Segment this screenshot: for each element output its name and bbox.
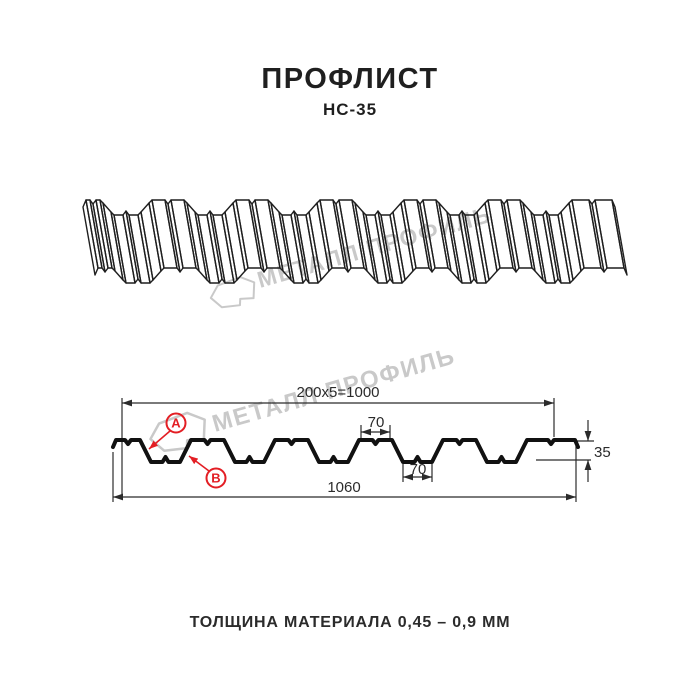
callouts: A B <box>148 412 227 489</box>
dim-label-height: 35 <box>594 444 611 461</box>
cross-section: 200x5=1000 70 70 35 1060 <box>111 384 611 502</box>
dim-label-rib-bottom: 70 <box>410 461 427 478</box>
sheet-face-outline <box>611 199 628 276</box>
profile-3d-view-lines <box>82 199 628 284</box>
callout-b-arrow <box>188 455 210 472</box>
callout-a-arrow <box>148 430 171 450</box>
callout-b-circle <box>205 467 227 489</box>
dim-label-rib-top: 70 <box>368 414 385 431</box>
dim-label-coverage: 200x5=1000 <box>297 384 380 401</box>
profile-model-subtitle: НС-35 <box>322 100 378 119</box>
cross-section-profile-line <box>111 438 580 464</box>
callout-b-label: B <box>211 471 220 486</box>
dim-label-total-width: 1060 <box>327 479 360 496</box>
callout-a-label: A <box>171 416 181 431</box>
page-title: ПРОФЛИСТ <box>261 63 439 95</box>
material-thickness-note: ТОЛЩИНА МАТЕРИАЛА 0,45 – 0,9 ММ <box>189 614 511 631</box>
callout-a-circle <box>165 412 187 434</box>
